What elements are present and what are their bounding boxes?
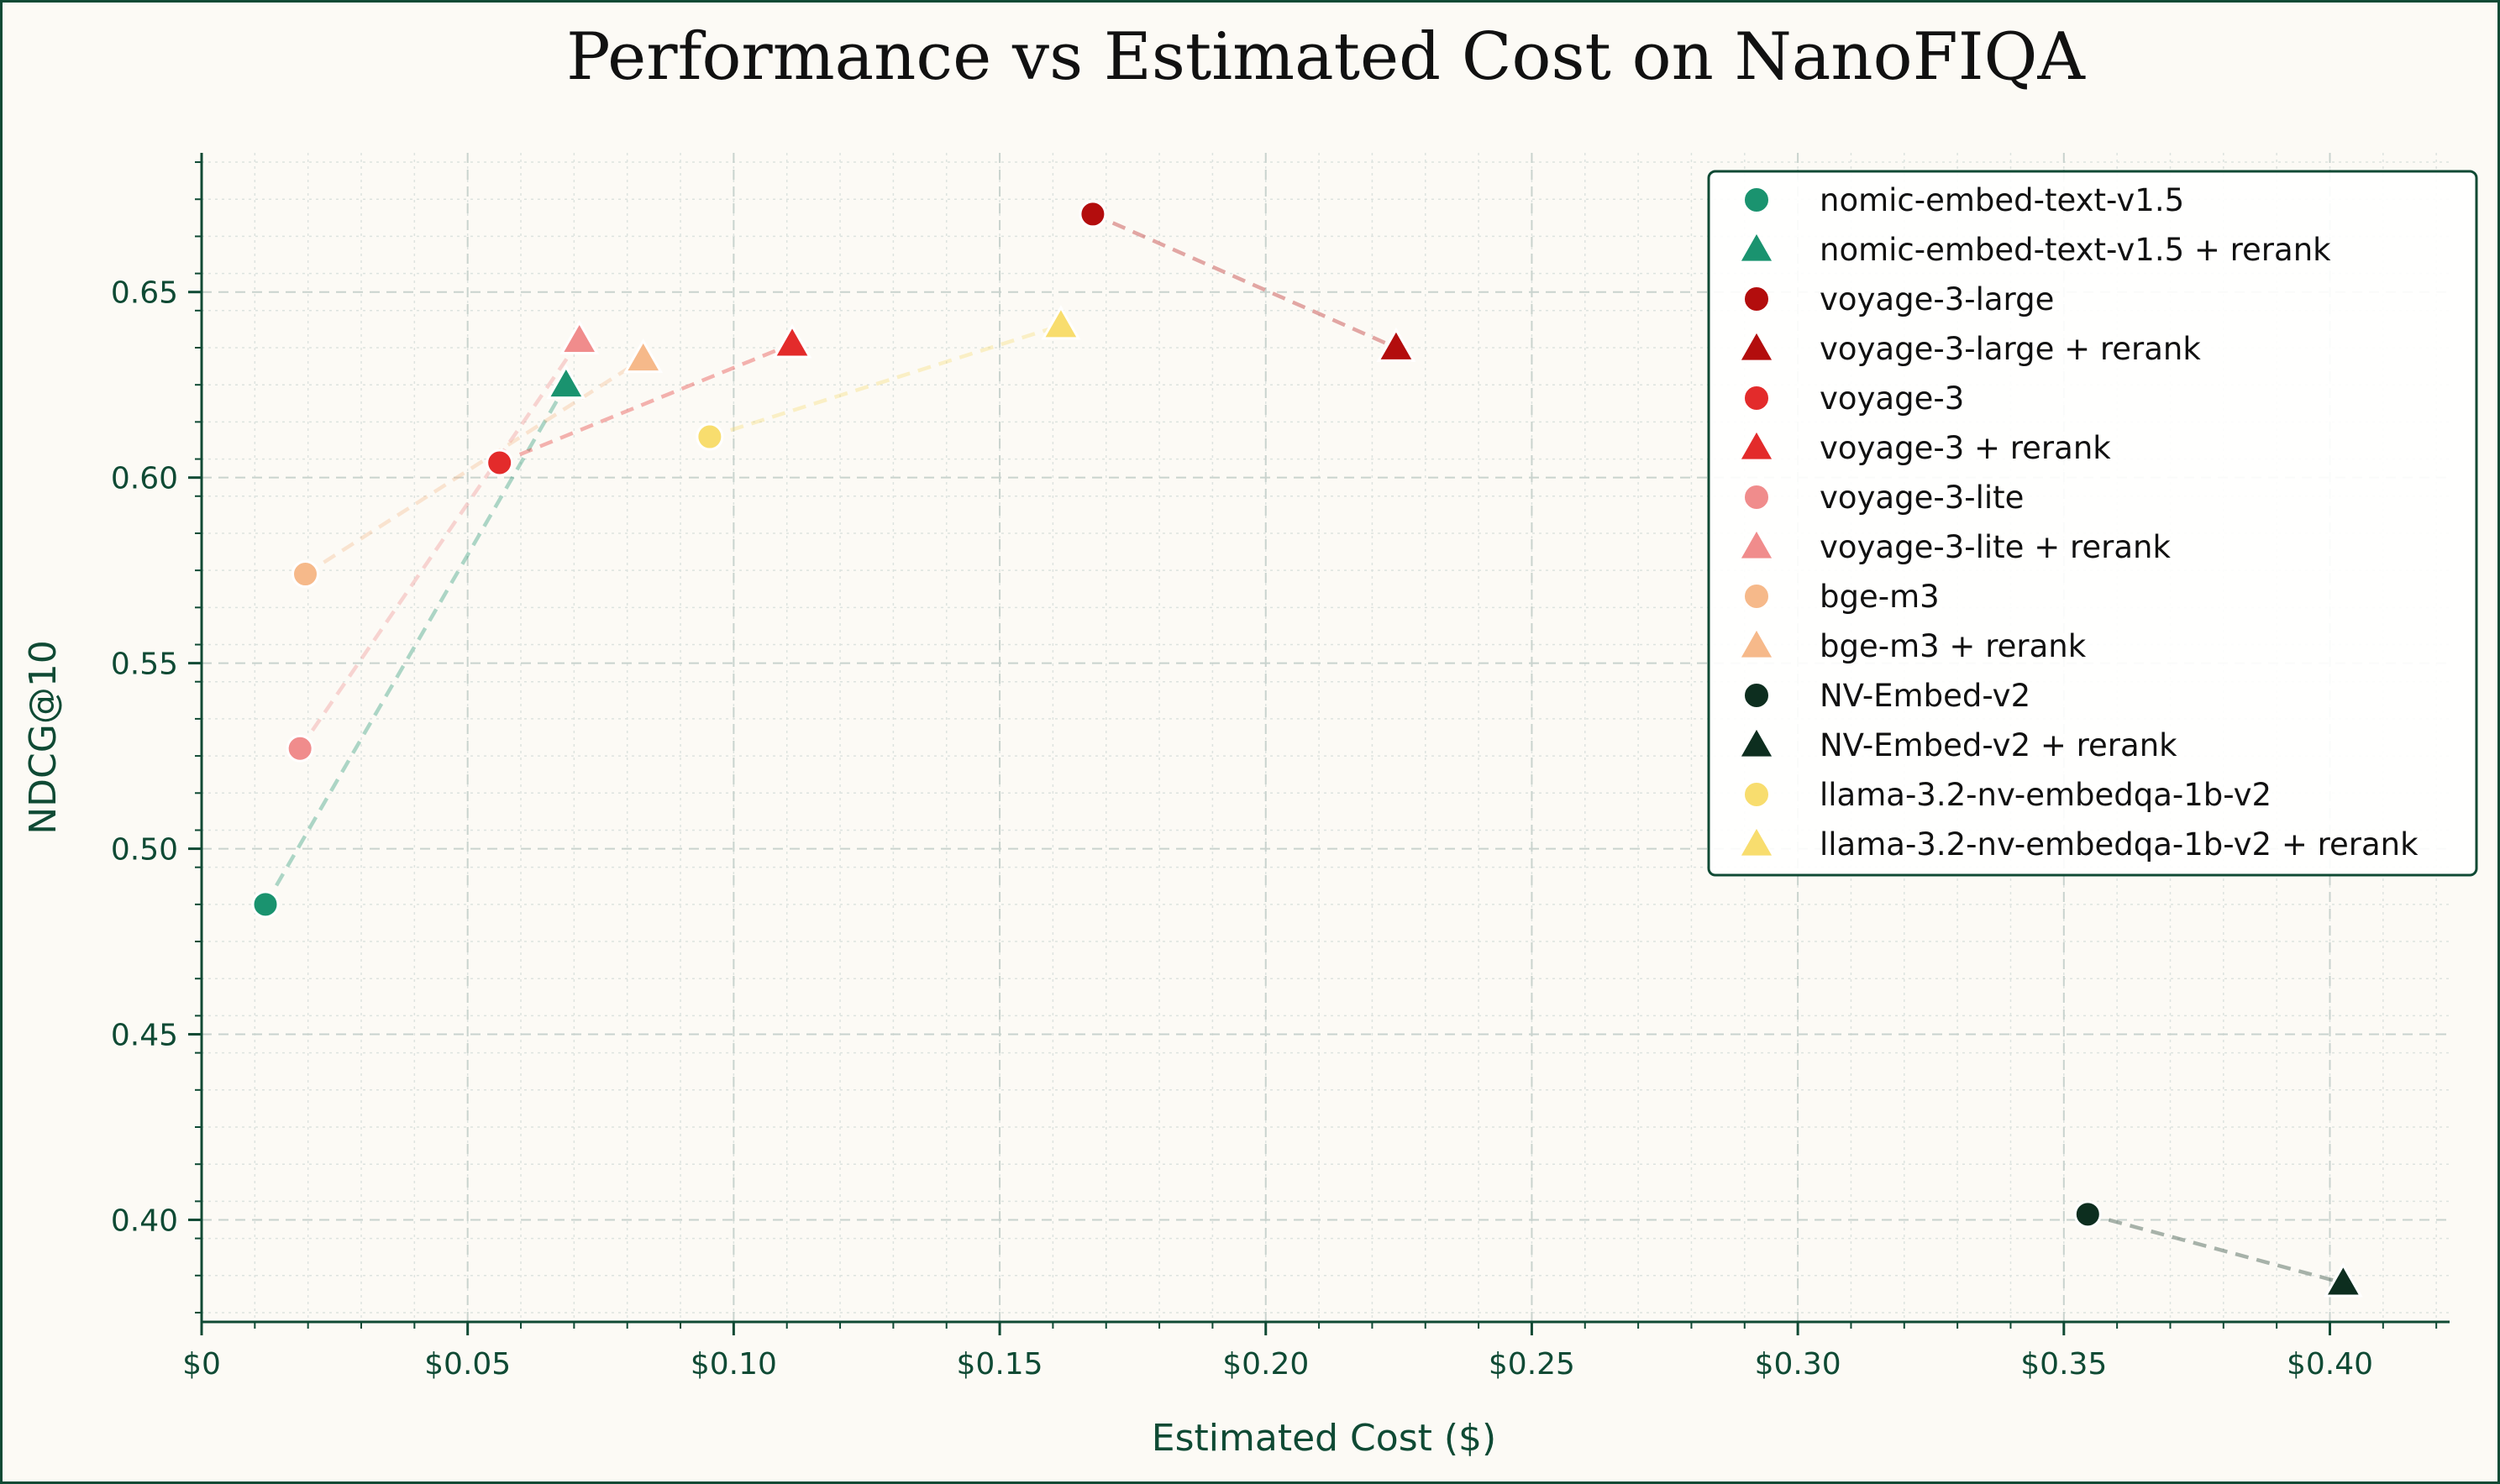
legend-label: voyage-3-large + rerank <box>1820 331 2201 367</box>
legend-label: bge-m3 + rerank <box>1820 628 2087 664</box>
data-point-triangle <box>1041 305 1081 340</box>
data-point-triangle <box>1376 327 1416 362</box>
legend-marker-circle <box>1743 385 1770 412</box>
legend-marker-circle <box>1743 583 1770 610</box>
x-tick-label: $0.15 <box>957 1347 1043 1382</box>
connector-line <box>264 384 568 905</box>
connector-line <box>709 323 1062 439</box>
data-point-circle <box>291 560 320 589</box>
legend-marker-triangle <box>1738 825 1775 857</box>
data-point-circle <box>2073 1200 2102 1229</box>
data-point-circle <box>486 448 514 477</box>
legend: nomic-embed-text-v1.5 nomic-embed-text-v1… <box>1707 170 2478 877</box>
x-tick-label: $0.25 <box>1489 1347 1575 1382</box>
data-points <box>251 200 2363 1298</box>
y-tick-label: 0.55 <box>111 648 178 682</box>
legend-marker-triangle <box>1738 230 1775 263</box>
legend-marker-triangle <box>1738 527 1775 560</box>
x-tick-label: $0.40 <box>2287 1347 2373 1382</box>
legend-label: voyage-3-lite <box>1820 480 2024 516</box>
y-tick-label: 0.45 <box>111 1019 178 1053</box>
legend-marker-triangle <box>1738 428 1775 461</box>
connector-line <box>298 338 581 750</box>
x-tick-label: $0.20 <box>1222 1347 1309 1382</box>
y-axis-ticks: 0.40 0.45 0.50 0.55 0.60 0.65 <box>111 161 202 1314</box>
data-point-circle <box>251 890 280 919</box>
legend-marker-circle <box>1743 186 1770 213</box>
chart-title: Performance vs Estimated Cost on NanoFIQ… <box>566 19 2086 95</box>
legend-label: nomic-embed-text-v1.5 + rerank <box>1820 232 2331 268</box>
legend-label: llama-3.2-nv-embedqa-1b-v2 <box>1820 777 2272 813</box>
legend-label: nomic-embed-text-v1.5 <box>1820 182 2184 218</box>
y-tick-label: 0.50 <box>111 833 178 868</box>
legend-label: bge-m3 <box>1820 579 1940 615</box>
data-point-circle <box>696 422 724 451</box>
x-tick-label: $0.30 <box>1755 1347 1841 1382</box>
x-tick-label: $0.35 <box>2020 1347 2107 1382</box>
connector-line <box>304 357 644 576</box>
y-tick-label: 0.40 <box>111 1203 178 1238</box>
y-tick-label: 0.65 <box>111 276 178 311</box>
x-axis-label: Estimated Cost ($) <box>1152 1417 1496 1460</box>
x-tick-label: $0 <box>182 1347 221 1382</box>
data-point-triangle <box>546 364 586 400</box>
legend-marker-circle <box>1743 286 1770 312</box>
data-point-triangle <box>559 319 600 355</box>
legend-label: voyage-3-large <box>1820 281 2054 317</box>
x-tick-label: $0.05 <box>424 1347 511 1382</box>
model-connector-lines <box>264 212 2344 1285</box>
connector-line <box>1091 212 1397 350</box>
x-tick-label: $0.10 <box>691 1347 777 1382</box>
data-point-circle <box>1079 200 1107 228</box>
data-point-triangle <box>772 323 812 359</box>
legend-marker-triangle <box>1738 329 1775 362</box>
y-axis-label: NDCG@10 <box>22 640 65 835</box>
legend-marker-triangle <box>1738 726 1775 758</box>
legend-label: voyage-3 <box>1820 380 1964 417</box>
y-tick-label: 0.60 <box>111 462 178 496</box>
legend-label: NV-Embed-v2 + rerank <box>1820 727 2177 763</box>
legend-label: voyage-3-lite + rerank <box>1820 529 2171 565</box>
connector-line <box>498 342 793 465</box>
data-point-circle <box>286 734 314 763</box>
legend-marker-circle <box>1743 682 1770 709</box>
data-point-triangle <box>2323 1262 2363 1298</box>
connector-line <box>2087 1212 2344 1285</box>
data-point-triangle <box>623 338 664 374</box>
legend-label: llama-3.2-nv-embedqa-1b-v2 + rerank <box>1820 826 2419 863</box>
legend-marker-circle <box>1743 781 1770 808</box>
x-axis-ticks: $0 $0.05 $0.10 $0.15 $0.20 $0.25 $0.30 $0.35 $0.… <box>182 1322 2438 1382</box>
legend-box <box>1707 170 2478 877</box>
legend-marker-triangle <box>1738 627 1775 659</box>
legend-label: NV-Embed-v2 <box>1820 678 2030 714</box>
legend-marker-circle <box>1743 484 1770 511</box>
legend-label: voyage-3 + rerank <box>1820 430 2111 466</box>
